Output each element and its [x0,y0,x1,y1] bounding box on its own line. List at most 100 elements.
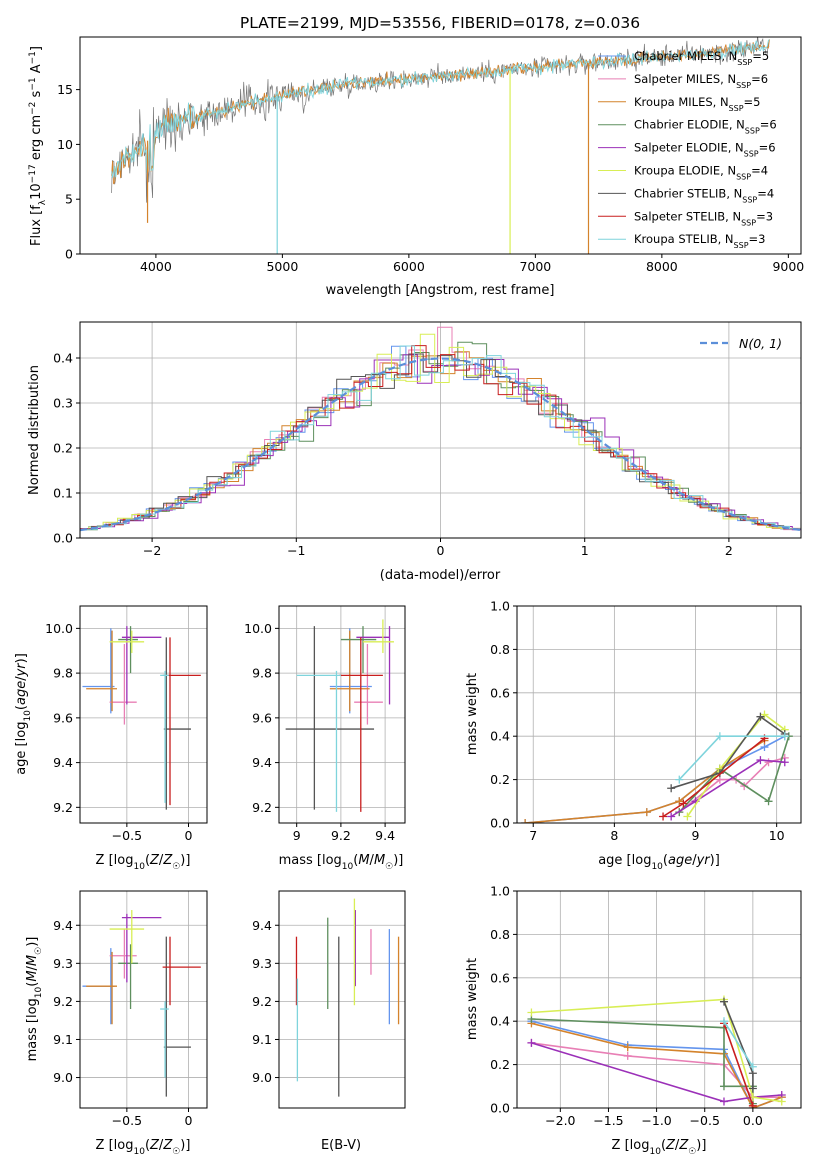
y-tick-label: 0.8 [490,927,510,942]
legend-sub: SSP [736,80,751,89]
histogram-step [80,333,796,530]
frame: N(0, 1) −2 −1 0 1 2 0.0 0.1 0.2 0.3 0.4 (data-model… [27,321,802,583]
mass-weight-line [670,759,785,818]
y-tick-label: 0.2 [490,772,510,787]
legend-label: Salpeter ELODIE, NSSP=6 [634,141,776,159]
mass-weight-line [531,1042,782,1103]
label-part: 10 [29,183,44,200]
axis-label: Normed distribution [27,365,42,495]
mass-weight-marker [719,1097,728,1106]
axes-frame [79,890,208,1109]
y-tick-label: 9.1 [252,1032,272,1047]
axes-frame [79,605,208,824]
model-spectrum [111,39,770,178]
x-tick-label: 4000 [140,259,172,274]
errorbar-point [109,630,145,653]
label-part: Normed distribution [27,365,42,495]
axis-label: mass weight [465,673,480,755]
legend-text: Salpeter STELIB, N [634,209,741,223]
mass-weight-marker [719,997,728,1006]
mass-weight-line [670,715,786,790]
legend-label: Salpeter STELIB, NSSP=3 [634,209,773,227]
panel-age_vs_Z: −0.5 09.29.49.69.810.0Z [log10(Z/Z☉)]age … [14,605,208,872]
errorbar-point [338,637,383,812]
label-part: mass [log [25,998,40,1061]
mass-weight-marker [748,1101,757,1108]
label-part: )] [25,937,40,947]
errorbar-point [82,628,115,714]
axis-label: age [log10(age/yr)] [598,853,720,872]
plot-area [80,326,801,532]
label-part: / [25,965,40,970]
legend: N(0, 1) [700,336,782,351]
label-part: 10 [34,986,44,998]
label-part: ( [663,853,668,868]
histogram-step [85,354,801,531]
mass-weight-marker [675,775,684,784]
x-tick-label: 1 [581,543,589,558]
plot-area [285,619,394,812]
x-tick-label: 2 [725,543,733,558]
y-tick-label: 1.0 [490,884,510,899]
mass-weight-line [723,1023,754,1107]
legend-tail: =5 [752,49,769,63]
mass-weight-marker [748,1062,757,1071]
x-tick-label: 7000 [519,259,551,274]
legend-tail: =6 [751,72,768,86]
axis-label: E(B-V) [321,1138,361,1153]
y-tick-label: 0.2 [490,1057,510,1072]
label-part: M [374,853,385,868]
label-part: / [675,1138,680,1153]
mass-weight-marker [764,758,773,767]
mass-weight-marker [659,812,668,821]
errorbar-point [118,626,138,674]
errorbar-point [340,626,377,674]
y-tick-label: 9.1 [53,1032,73,1047]
axis-label: age [log10(age/yr)] [14,653,33,775]
y-tick-label: 5 [65,192,73,207]
axis-label: wavelength [Angstrom, rest frame] [326,283,555,298]
mass-weight-marker [715,769,724,778]
errorbar-point [285,626,375,810]
label-part: −1 [28,77,38,90]
label-part: ( [14,705,29,710]
label-part: )] [180,1138,190,1153]
label-part: (data-model)/error [380,568,501,583]
y-tick-label: 9.6 [252,710,272,725]
label-part: E(B-V) [321,1138,361,1153]
x-tick-label: 9000 [772,259,804,274]
legend-text: Chabrier ELODIE, N [634,118,745,132]
label-part: age [14,681,29,705]
y-tick-label: 0.6 [490,970,510,985]
mass-weight-marker [679,799,688,808]
errorbar-point [296,670,341,812]
mass-weight-marker [642,808,651,817]
y-tick-label: 10.0 [45,621,73,636]
axes-frame [79,36,802,255]
mass-weight-marker [777,1097,786,1106]
y-tick-label: 0.3 [53,396,73,411]
label-part: Z [log [96,853,134,868]
x-tick-label: 0.0 [743,1113,763,1128]
x-tick-label: 9 [692,828,700,843]
frame: −0.5 09.29.49.69.810.0Z [log10(Z/Z☉)]age … [14,605,208,872]
legend-tail: =4 [751,164,768,178]
mass-weight-marker [623,1051,632,1060]
label-part: )] [696,1138,706,1153]
errorbar-point [121,913,162,983]
label-part: yr [696,853,712,868]
errorbar-point [356,626,391,705]
errorbar-point [109,929,137,979]
frame: 9.0 9.1 9.2 9.3 9.4 E(B-V) [252,890,406,1153]
legend-label: Kroupa STELIB, NSSP=3 [634,232,765,250]
mass-weight-line [531,998,782,1103]
y-tick-label: 9.0 [53,1070,73,1085]
x-tick-label: 0 [185,1113,193,1128]
y-tick-label: 15 [57,82,73,97]
label-part: )] [14,653,29,663]
label-part: ( [661,1138,666,1153]
errorbar-point [118,944,138,1010]
label-part: ☉ [688,1147,696,1157]
